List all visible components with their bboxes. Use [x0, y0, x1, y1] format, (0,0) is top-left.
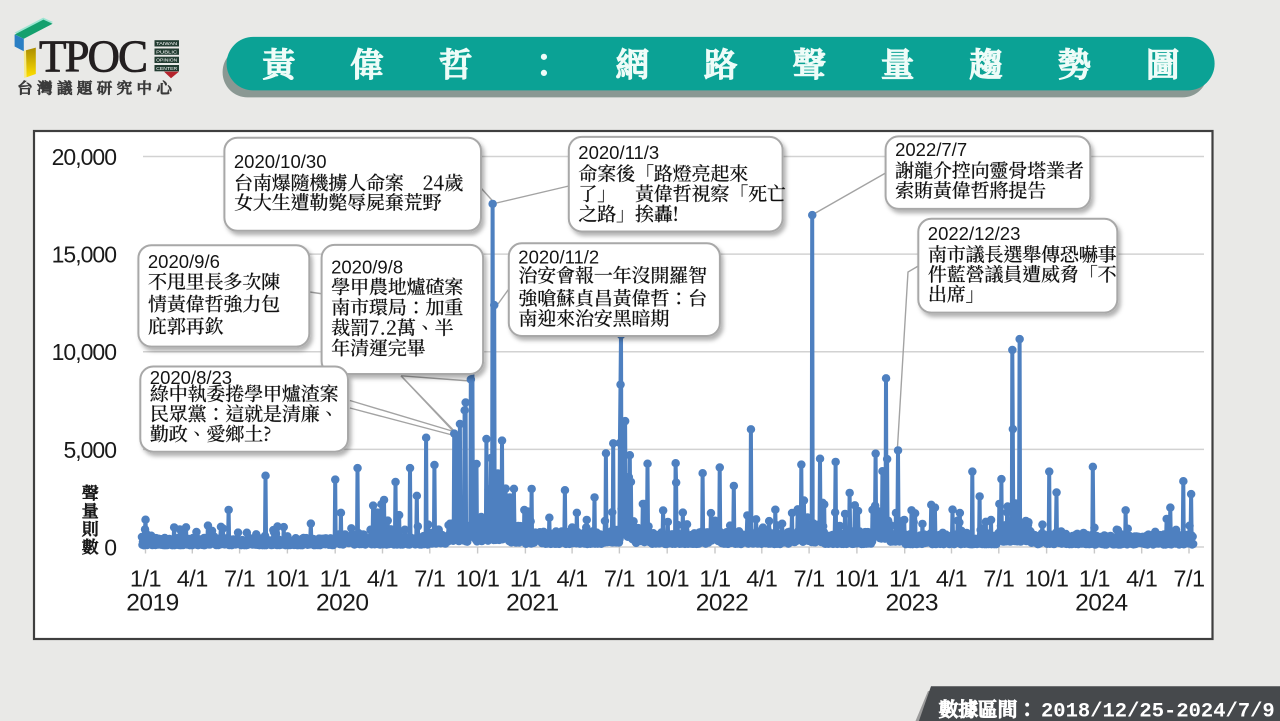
svg-text:2020/11/3: 2020/11/3	[578, 142, 659, 163]
svg-text:1/1: 1/1	[320, 566, 351, 592]
svg-text:7/1: 7/1	[1173, 566, 1204, 592]
svg-text:4/1: 4/1	[367, 566, 398, 592]
svg-text:TPOC: TPOC	[39, 32, 146, 82]
svg-text:0: 0	[104, 534, 116, 560]
svg-text:2018/12/25-2024/7/9: 2018/12/25-2024/7/9	[1041, 701, 1275, 721]
svg-text:10/1: 10/1	[266, 566, 310, 592]
svg-text:2022/12/23: 2022/12/23	[928, 223, 1021, 244]
svg-text:15,000: 15,000	[52, 242, 117, 268]
svg-text:4/1: 4/1	[177, 566, 208, 592]
svg-text:4/1: 4/1	[746, 566, 777, 592]
svg-text:2020/9/8: 2020/9/8	[331, 256, 403, 277]
svg-text:TAIWAN: TAIWAN	[156, 41, 178, 47]
svg-text:10/1: 10/1	[835, 566, 879, 592]
svg-text:7/1: 7/1	[224, 566, 255, 592]
svg-text:1/1: 1/1	[889, 566, 920, 592]
svg-text:2021: 2021	[506, 590, 559, 617]
svg-text:10/1: 10/1	[645, 566, 689, 592]
svg-text:CENTER: CENTER	[156, 66, 178, 72]
svg-text:4/1: 4/1	[1126, 566, 1157, 592]
svg-text:10/1: 10/1	[456, 566, 500, 592]
svg-text:2022: 2022	[696, 590, 749, 617]
svg-text:2020: 2020	[316, 590, 369, 617]
svg-text:4/1: 4/1	[557, 566, 588, 592]
svg-text:20,000: 20,000	[52, 144, 117, 170]
svg-text:7/1: 7/1	[794, 566, 825, 592]
svg-text:7/1: 7/1	[604, 566, 635, 592]
svg-text:2023: 2023	[885, 590, 938, 617]
svg-text:2019: 2019	[126, 590, 179, 617]
svg-text:10/1: 10/1	[1025, 566, 1069, 592]
svg-text:PUBLIC: PUBLIC	[156, 50, 178, 56]
svg-text:1/1: 1/1	[510, 566, 541, 592]
svg-text:5,000: 5,000	[63, 437, 116, 463]
svg-text:10,000: 10,000	[52, 339, 117, 365]
svg-text:2020/10/30: 2020/10/30	[234, 151, 327, 172]
svg-text:2024: 2024	[1075, 590, 1128, 617]
svg-text:2020/11/2: 2020/11/2	[518, 247, 599, 268]
svg-text:2022/7/7: 2022/7/7	[895, 139, 967, 160]
svg-text:4/1: 4/1	[936, 566, 967, 592]
svg-text:2020/9/6: 2020/9/6	[148, 251, 220, 272]
svg-text:7/1: 7/1	[983, 566, 1014, 592]
svg-text:7/1: 7/1	[414, 566, 445, 592]
svg-text:1/1: 1/1	[1079, 566, 1110, 592]
svg-text:OPINION: OPINION	[156, 58, 178, 64]
svg-text:1/1: 1/1	[130, 566, 161, 592]
svg-text:1/1: 1/1	[699, 566, 730, 592]
svg-text:2020/8/23: 2020/8/23	[150, 367, 232, 388]
